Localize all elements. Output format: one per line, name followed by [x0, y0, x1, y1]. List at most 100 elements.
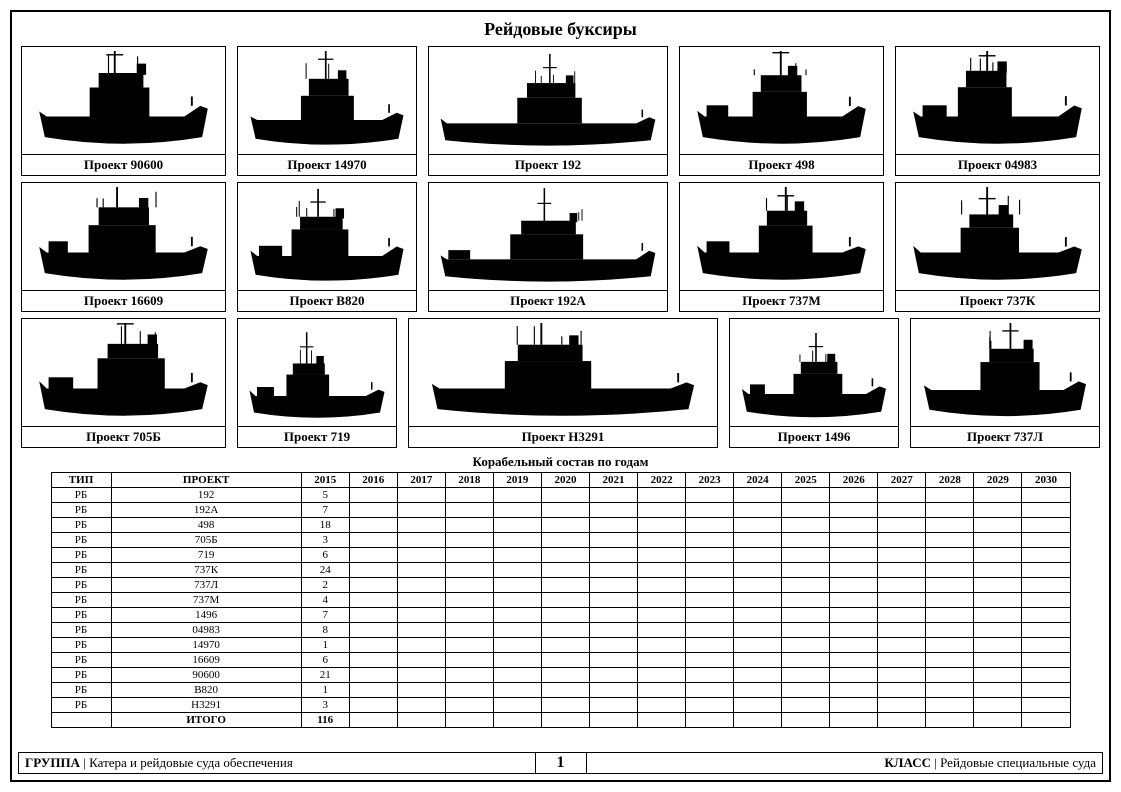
cell-year [541, 533, 589, 548]
cell-type: РБ [51, 563, 111, 578]
ship-card: Проект 16609 [21, 182, 226, 312]
cell-project: 90600 [111, 668, 301, 683]
table-header-row: ТИП ПРОЕКТ 20152016201720182019202020212… [51, 473, 1070, 488]
cell-year [686, 563, 734, 578]
cell-year [493, 653, 541, 668]
cell-year [734, 683, 782, 698]
page-frame: Рейдовые буксиры Проект 90600Проект 1497… [10, 10, 1111, 782]
cell-year: 24 [301, 563, 349, 578]
cell-year [686, 503, 734, 518]
table-row: РБ192А7 [51, 503, 1070, 518]
cell-year [397, 593, 445, 608]
ship-silhouette-icon [22, 319, 225, 427]
cell-year [878, 563, 926, 578]
cell-year [1022, 518, 1070, 533]
cell-year [590, 638, 638, 653]
cell-year [830, 578, 878, 593]
cell-year [974, 578, 1022, 593]
ship-label: Проект 192А [429, 291, 667, 311]
cell-year [878, 638, 926, 653]
ship-silhouette-icon [22, 183, 225, 291]
cell-year [349, 548, 397, 563]
cell-year [397, 668, 445, 683]
cell-year [493, 593, 541, 608]
cell-year [734, 668, 782, 683]
cell-year [734, 638, 782, 653]
col-year-header: 2026 [830, 473, 878, 488]
cell-year [878, 683, 926, 698]
cell-year: 2 [301, 578, 349, 593]
cell-year: 4 [301, 593, 349, 608]
cell-project: 719 [111, 548, 301, 563]
cell-year [541, 563, 589, 578]
cell-year [878, 548, 926, 563]
cell-year [445, 593, 493, 608]
ship-card: Проект 737К [895, 182, 1100, 312]
cell-year [974, 503, 1022, 518]
cell-year [445, 518, 493, 533]
cell-year [830, 668, 878, 683]
cell-year [926, 563, 974, 578]
cell-year [590, 593, 638, 608]
cell-type: РБ [51, 623, 111, 638]
cell-year [974, 668, 1022, 683]
cell-year [686, 713, 734, 728]
cell-year [590, 608, 638, 623]
cell-year [1022, 488, 1070, 503]
ship-silhouette-icon [896, 47, 1099, 155]
cell-year [397, 713, 445, 728]
cell-project: 737К [111, 563, 301, 578]
cell-year [686, 548, 734, 563]
ship-silhouette-icon [429, 47, 667, 155]
cell-year [493, 668, 541, 683]
cell-year [541, 503, 589, 518]
table-row: РБН32913 [51, 698, 1070, 713]
ship-label: Проект 16609 [22, 291, 225, 311]
cell-year [830, 608, 878, 623]
ship-card: Проект 14970 [237, 46, 417, 176]
cell-year [445, 533, 493, 548]
cell-year [1022, 578, 1070, 593]
cell-year [686, 578, 734, 593]
ship-row-3: Проект 705БПроект 719Проект Н3291Проект … [21, 318, 1100, 448]
cell-year [926, 698, 974, 713]
cell-year [397, 518, 445, 533]
cell-year [349, 518, 397, 533]
cell-year [638, 608, 686, 623]
cell-year [638, 698, 686, 713]
cell-year [349, 593, 397, 608]
cell-year [686, 668, 734, 683]
cell-year: 8 [301, 623, 349, 638]
cell-year [445, 488, 493, 503]
cell-year [541, 698, 589, 713]
cell-year: 116 [301, 713, 349, 728]
cell-year [445, 578, 493, 593]
cell-year [349, 608, 397, 623]
cell-year [734, 503, 782, 518]
cell-year [349, 698, 397, 713]
cell-year: 6 [301, 653, 349, 668]
cell-year [878, 653, 926, 668]
cell-year [638, 563, 686, 578]
ship-silhouette-icon [429, 183, 667, 291]
cell-year [493, 638, 541, 653]
cell-year [349, 578, 397, 593]
cell-year [590, 683, 638, 698]
ship-label: Проект 192 [429, 155, 667, 175]
cell-year [734, 488, 782, 503]
cell-year [1022, 533, 1070, 548]
cell-year [493, 578, 541, 593]
cell-year [541, 593, 589, 608]
cell-year [1022, 548, 1070, 563]
col-year-header: 2018 [445, 473, 493, 488]
cell-year [782, 578, 830, 593]
cell-year [541, 653, 589, 668]
cell-year [1022, 638, 1070, 653]
cell-year [926, 668, 974, 683]
table-row: РБ1925 [51, 488, 1070, 503]
cell-year [349, 488, 397, 503]
ship-row-2: Проект 16609Проект В820Проект 192АПроект… [21, 182, 1100, 312]
cell-year [541, 683, 589, 698]
cell-year [397, 653, 445, 668]
table-row: РБ9060021 [51, 668, 1070, 683]
